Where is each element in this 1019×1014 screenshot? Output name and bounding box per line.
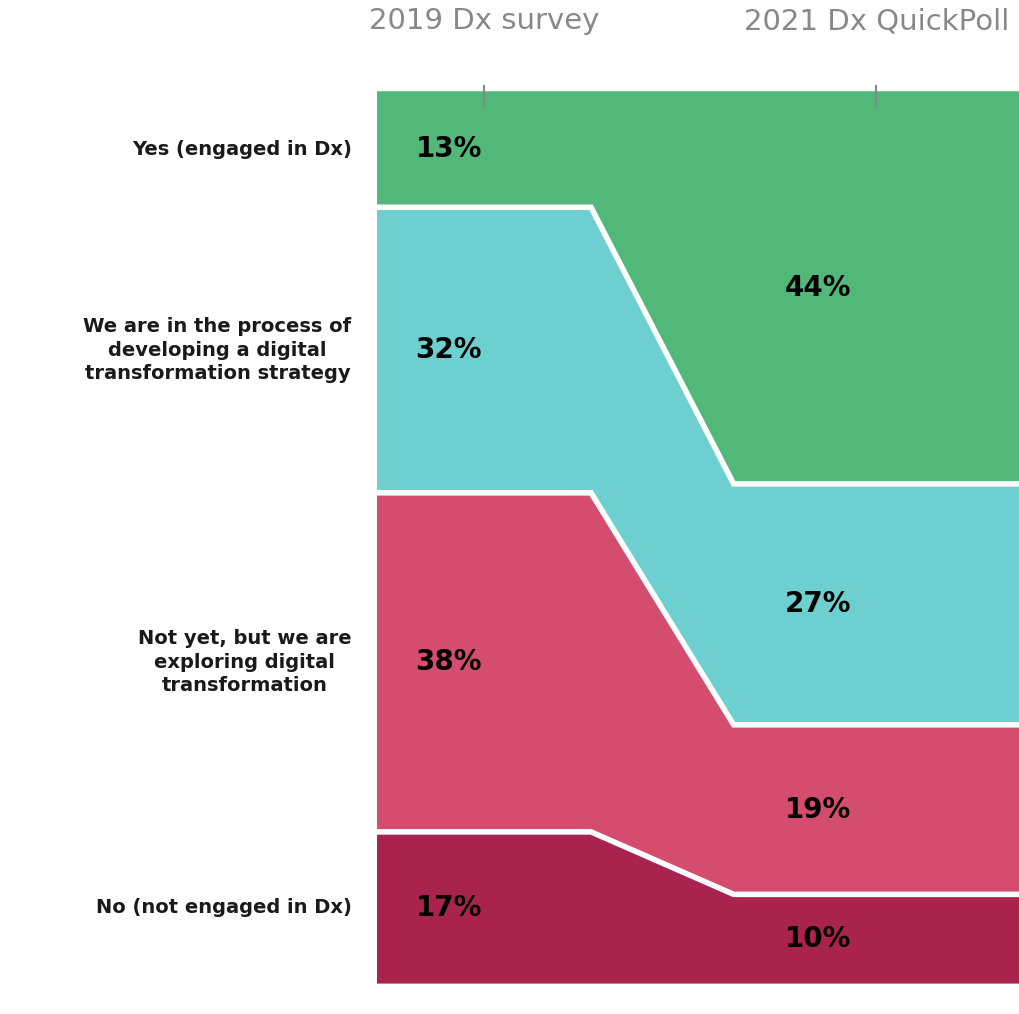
Text: Yes (engaged in Dx): Yes (engaged in Dx)	[131, 140, 352, 159]
Polygon shape	[377, 831, 1019, 984]
Text: We are in the process of
developing a digital
transformation strategy: We are in the process of developing a di…	[84, 317, 352, 383]
Text: 38%: 38%	[416, 648, 482, 676]
Text: No (not engaged in Dx): No (not engaged in Dx)	[96, 898, 352, 918]
Polygon shape	[377, 91, 1019, 484]
Text: 19%: 19%	[785, 796, 851, 823]
Polygon shape	[377, 207, 1019, 725]
Polygon shape	[377, 493, 1019, 894]
Text: 17%: 17%	[416, 893, 482, 922]
Text: Not yet, but we are
exploring digital
transformation: Not yet, but we are exploring digital tr…	[138, 630, 352, 696]
Text: 44%: 44%	[785, 274, 852, 301]
Text: 13%: 13%	[416, 135, 482, 163]
Text: 32%: 32%	[416, 336, 482, 364]
Text: 27%: 27%	[785, 590, 852, 619]
Text: 10%: 10%	[785, 925, 852, 953]
Text: 2021 Dx QuickPoll: 2021 Dx QuickPoll	[744, 7, 1009, 35]
Text: 2019 Dx survey: 2019 Dx survey	[369, 7, 599, 35]
